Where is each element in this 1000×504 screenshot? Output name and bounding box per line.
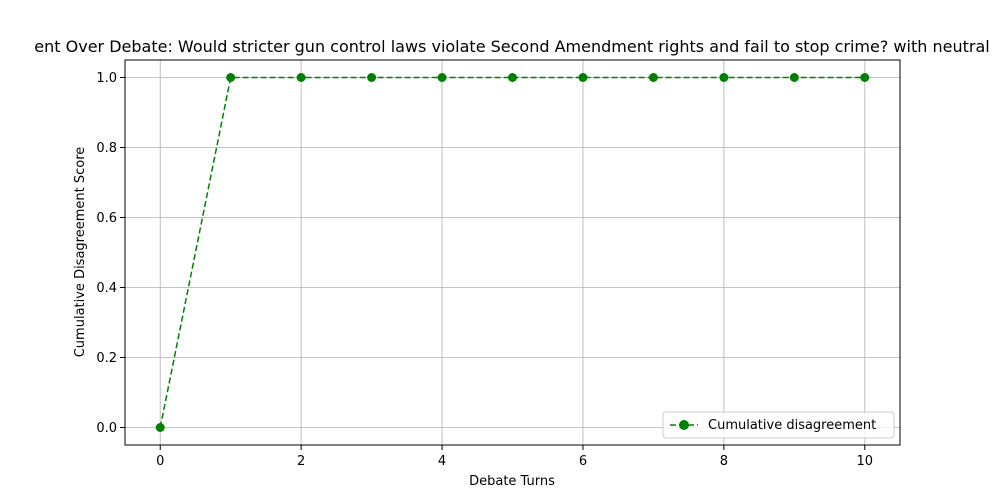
data-point [789,73,799,82]
x-tick-label: 8 [720,454,728,469]
x-tick-label: 4 [438,454,446,469]
y-tick-label: 0.0 [96,421,117,436]
x-tick-label: 10 [856,454,873,469]
data-point [860,73,870,82]
x-axis-label: Debate Turns [469,474,555,489]
data-point [296,73,306,82]
x-tick-label: 6 [579,454,587,469]
data-point [437,73,447,82]
data-point [367,73,377,82]
data-point [578,73,588,82]
chart-title: ent Over Debate: Would stricter gun cont… [34,37,989,56]
data-point [155,423,165,432]
plot-frame [124,59,901,446]
y-tick-label: 0.4 [96,281,117,296]
y-axis-label: Cumulative Disagreement Score [73,147,88,358]
data-point [508,73,517,82]
y-tick-label: 1.0 [96,71,117,86]
data-point [226,73,236,82]
legend: Cumulative disagreement [662,411,895,439]
series-layer [155,73,870,432]
legend-box [662,411,895,439]
legend-series-label: Cumulative disagreement [708,418,876,433]
tick-layer: 0 2 4 6 8 10 0.0 0.2 0.4 0.6 0.8 1.0 [96,71,873,469]
data-point [648,73,658,82]
x-tick-label: 2 [297,454,305,469]
y-tick-label: 0.2 [96,351,117,366]
legend-series-marker [679,420,689,430]
grid-layer [125,60,900,445]
data-point [719,73,729,82]
series-line [159,76,865,428]
y-tick-label: 0.6 [96,211,117,226]
x-tick-label: 0 [156,454,164,469]
y-tick-label: 0.8 [96,141,117,156]
